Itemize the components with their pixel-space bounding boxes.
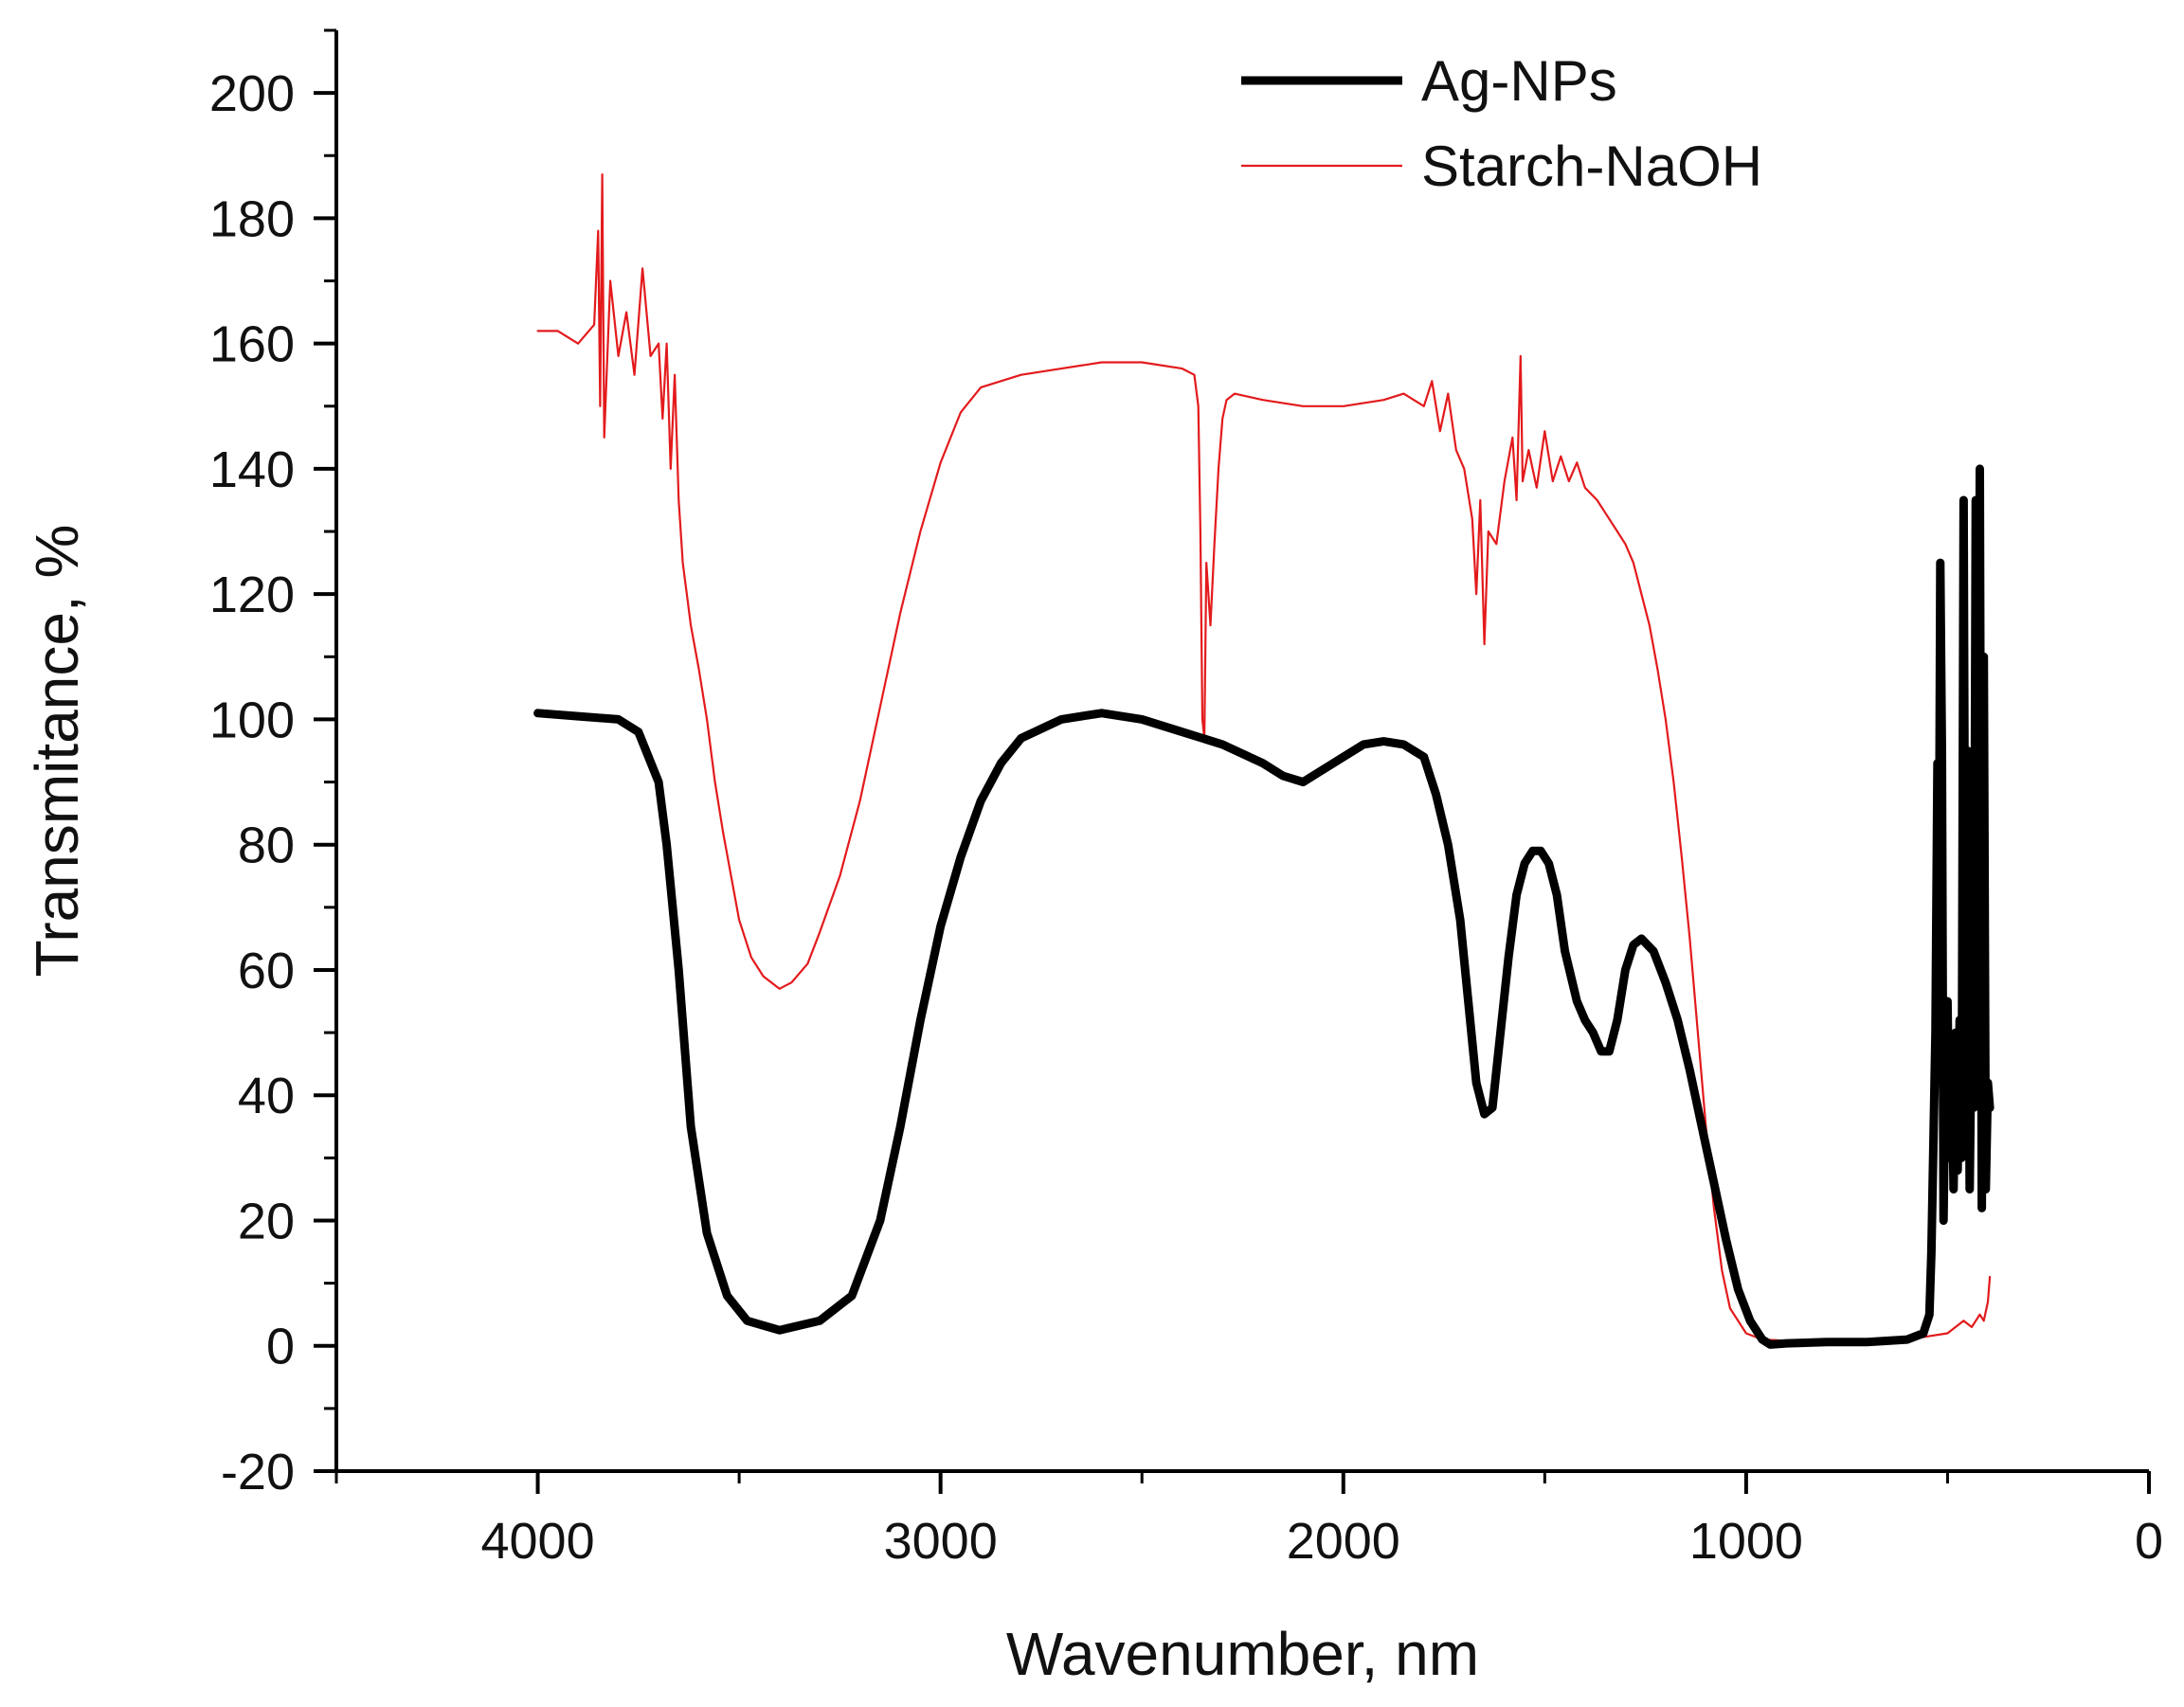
y-tick-label: 140 [209,441,295,498]
x-tick-label: 3000 [884,1513,998,1570]
x-tick-label: 4000 [480,1513,594,1570]
legend-label-starch-naoh: Starch-NaOH [1421,135,1762,198]
series-line-starch-naoh [536,173,1992,1342]
x-tick-label: 2000 [1287,1513,1400,1570]
y-tick-label: 60 [238,943,295,999]
series-line-ag-nps [533,464,1994,1349]
y-tick-label: 120 [209,566,295,623]
y-tick-label: 40 [238,1068,295,1124]
y-axis-title: Transmitance, % [23,525,91,978]
y-tick-label: 0 [266,1319,295,1375]
y-tick-label: 80 [238,818,295,874]
x-axis-title: Wavenumber, nm [1006,1620,1479,1688]
x-tick-label: 1000 [1689,1513,1803,1570]
legend: Ag-NPs Starch-NaOH [1241,49,1762,198]
y-tick-label: -20 [221,1444,295,1500]
x-tick-label: 0 [2135,1513,2163,1570]
y-tick-label: 180 [209,190,295,247]
series-layer [533,173,1994,1349]
legend-label-ag-nps: Ag-NPs [1421,49,1617,113]
y-tick-label: 200 [209,65,295,122]
y-tick-label: 100 [209,692,295,748]
y-tick-label: 20 [238,1193,295,1249]
x-axis-ticks: 4000 3000 2000 1000 0 [334,1471,2163,1570]
y-axis-ticks: -20 0 20 40 60 80 100 120 140 160 180 200 [209,28,336,1500]
axes [334,30,2149,1473]
y-tick-label: 160 [209,316,295,373]
